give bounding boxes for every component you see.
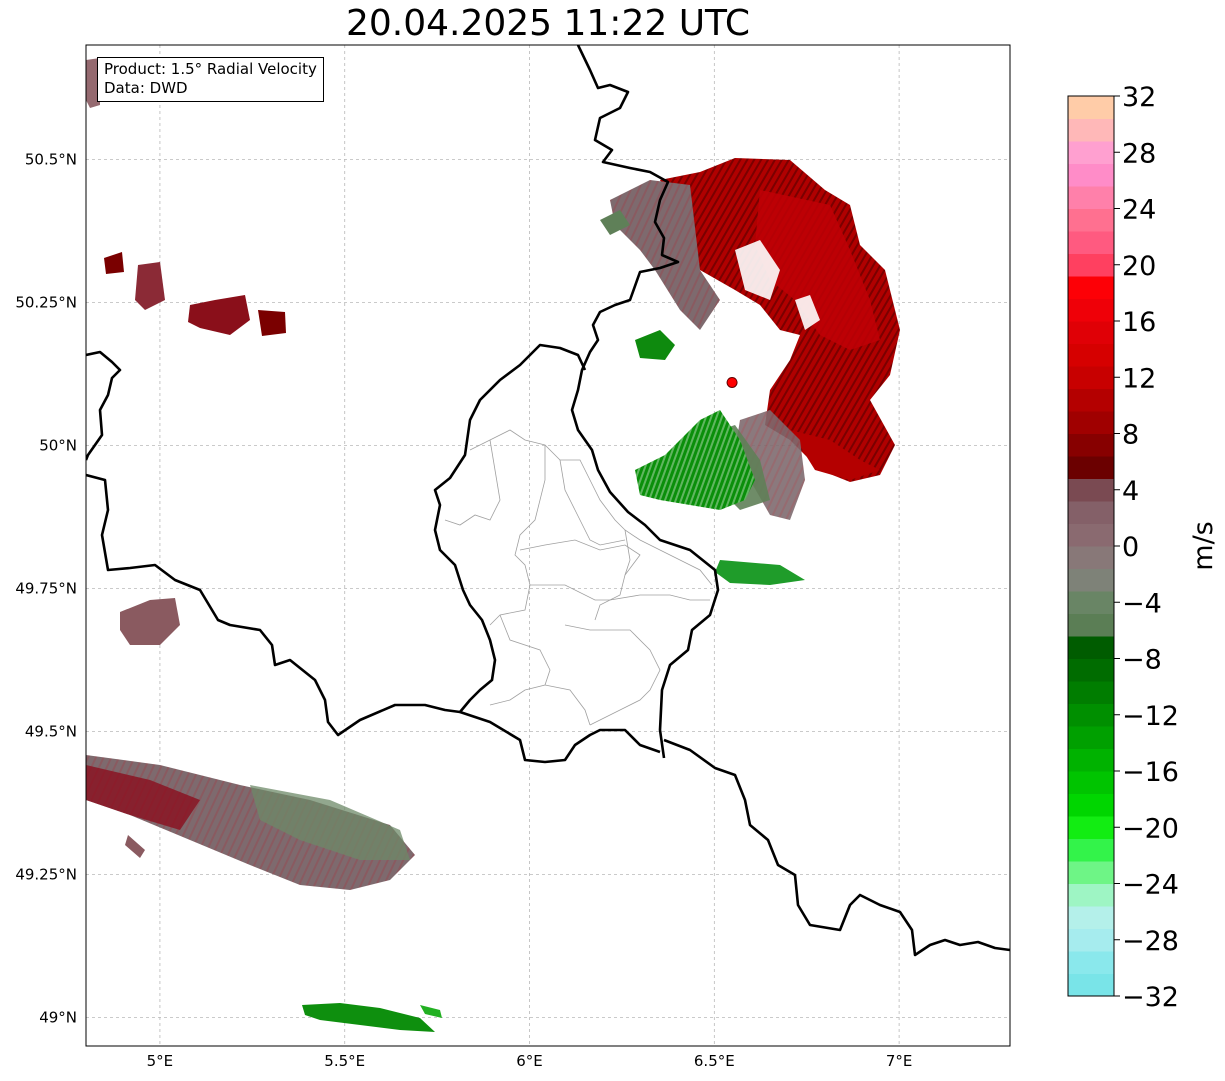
sub-borders xyxy=(444,429,713,726)
lon-tick-label: 6.5°E xyxy=(694,1052,735,1070)
lat-tick-label: 49°N xyxy=(39,1008,77,1026)
lat-tick-label: 50.25°N xyxy=(15,293,77,311)
echo-southwest-streak xyxy=(86,755,415,890)
lat-tick-label: 49.75°N xyxy=(15,579,77,597)
lat-tick-label: 49.25°N xyxy=(15,865,77,883)
echo-south-green xyxy=(302,1003,442,1032)
product-line: Product: 1.5° Radial Velocity xyxy=(104,60,317,78)
radar-site-marker[interactable] xyxy=(726,376,738,388)
map-frame xyxy=(85,44,1011,1047)
lon-tick-label: 5.5°E xyxy=(324,1052,365,1070)
lat-tick-label: 50.5°N xyxy=(25,150,77,168)
product-info-box: Product: 1.5° Radial Velocity Data: DWD xyxy=(97,57,324,102)
lat-tick-label: 49.5°N xyxy=(25,722,77,740)
echo-west xyxy=(86,58,286,645)
country-borders xyxy=(86,45,1010,957)
map-background xyxy=(86,45,1010,1046)
map-title: 20.04.2025 11:22 UTC xyxy=(345,3,751,44)
echo-green xyxy=(600,210,805,585)
latitude-tick-labels: 50.5°N 50.25°N 50°N 49.75°N 49.5°N 49.25°N 49°… xyxy=(15,150,77,1026)
lon-tick-label: 5°E xyxy=(147,1052,174,1070)
lon-tick-label: 7°E xyxy=(886,1052,913,1070)
lat-tick-label: 50°N xyxy=(39,436,77,454)
longitude-tick-labels: 5°E 5.5°E 6°E 6.5°E 7°E xyxy=(147,1052,913,1070)
lon-tick-label: 6°E xyxy=(516,1052,543,1070)
data-source-line: Data: DWD xyxy=(104,79,188,97)
